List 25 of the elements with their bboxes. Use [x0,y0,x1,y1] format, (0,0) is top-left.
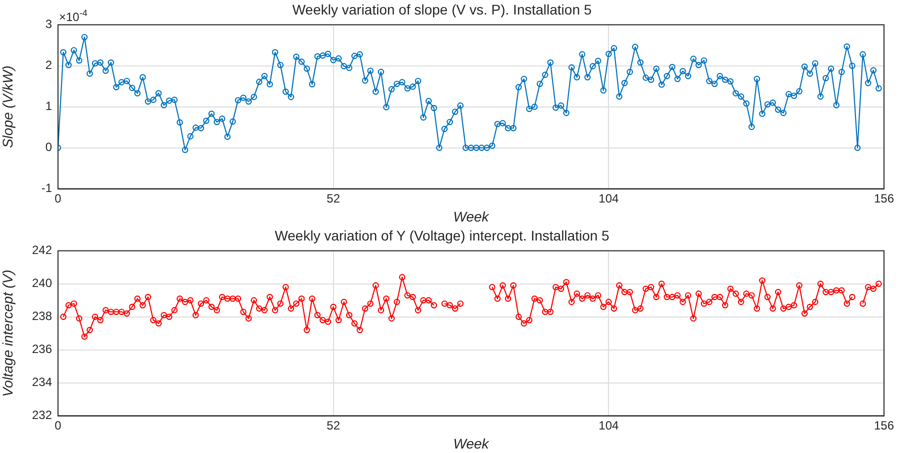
x-tick-label: 0 [54,191,62,206]
x-tick-label: 104 [598,418,619,432]
chart-title: Weekly variation of Y (Voltage) intercept. Installation 5 [274,227,610,244]
x-tick-label: 52 [326,418,340,432]
y-axis-title: Slope (V/kW) [0,66,16,148]
x-tick-label: 0 [54,418,62,432]
y-tick-label: 238 [32,309,52,324]
x-tick-label: 156 [874,191,894,206]
chart-title: Weekly variation of slope (V vs. P). Installation 5 [292,1,592,18]
y-tick-label: 240 [32,276,52,290]
y-tick-label: 232 [32,408,52,422]
y-tick-label: 0 [45,140,52,154]
y-axis-title: Voltage intercept (V) [0,270,16,397]
y-tick-label: 3 [45,17,52,32]
y-tick-label: 234 [32,375,52,390]
y-tick-label: -1 [41,181,52,196]
x-tick-label: 52 [326,191,340,206]
y-tick-label: 242 [32,243,52,258]
x-axis-title: Week [453,435,490,452]
y-tick-label: 1 [45,99,52,114]
y-tick-label: 2 [45,58,52,72]
y-tick-label: 236 [32,342,52,356]
x-tick-label: 156 [874,418,894,432]
x-tick-label: 104 [598,191,619,206]
x-axis-title: Week [453,208,490,224]
